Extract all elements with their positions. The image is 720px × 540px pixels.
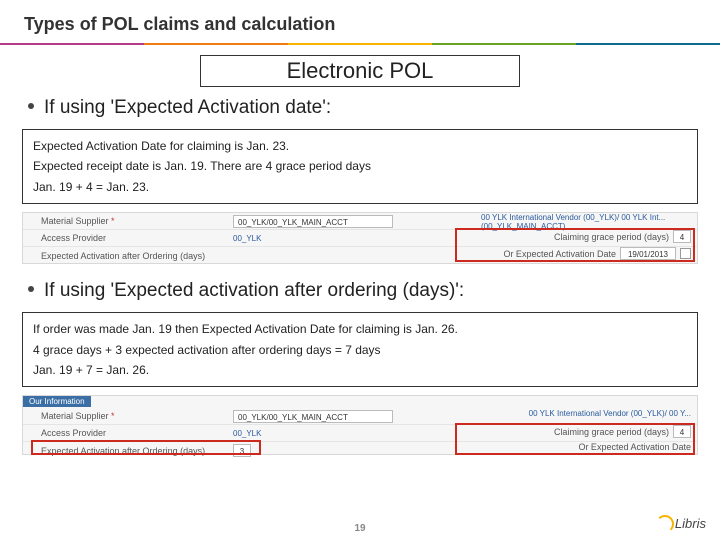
bullet-1: If using 'Expected Activation date':: [0, 93, 720, 125]
material-supplier-label-2: Material Supplier *: [23, 411, 233, 421]
expected-activation-label: Expected Activation after Ordering (days…: [23, 251, 233, 261]
info-box-2-line-2: 4 grace days + 3 expected activation aft…: [33, 340, 687, 360]
section-title-box: Electronic POL: [200, 55, 520, 87]
material-supplier-value: 00_YLK/00_YLK_MAIN_ACCT: [233, 215, 393, 228]
highlight-box-2a: [31, 440, 261, 455]
access-provider-value: 00_YLK: [233, 234, 261, 243]
bullet-2: If using 'Expected activation after orde…: [0, 270, 720, 308]
bullet-2-text: If using 'Expected activation after orde…: [44, 280, 464, 302]
logo-text: Libris: [675, 516, 706, 531]
color-divider: [0, 43, 720, 45]
slide-title: Types of POL claims and calculation: [0, 0, 720, 43]
bullet-dot-icon: [28, 103, 34, 109]
bullet-dot-icon: [28, 286, 34, 292]
access-provider-label-2: Access Provider: [23, 428, 233, 438]
form-screenshot-1: 00 YLK International Vendor (00_YLK)/ 00…: [22, 212, 698, 264]
logo: Libris: [655, 514, 706, 532]
info-box-1: Expected Activation Date for claiming is…: [22, 129, 698, 204]
highlight-box-1: [455, 228, 695, 262]
logo-swirl-icon: [655, 514, 673, 532]
page-number: 19: [354, 523, 365, 534]
highlight-box-2b: [455, 423, 695, 455]
info-box-2: If order was made Jan. 19 then Expected …: [22, 312, 698, 387]
section-title: Electronic POL: [287, 58, 434, 83]
form-screenshot-2: Our Information 00 YLK International Ven…: [22, 395, 698, 455]
material-supplier-label: Material Supplier *: [23, 216, 233, 226]
info-box-1-line-3: Jan. 19 + 4 = Jan. 23.: [33, 177, 687, 197]
info-box-1-line-1: Expected Activation Date for claiming is…: [33, 136, 687, 156]
info-box-2-line-3: Jan. 19 + 7 = Jan. 26.: [33, 360, 687, 380]
access-provider-value-2: 00_YLK: [233, 429, 261, 438]
tab-label: Our Information: [23, 396, 91, 407]
info-box-2-line-1: If order was made Jan. 19 then Expected …: [33, 319, 687, 339]
vendor-link-text-2: 00 YLK International Vendor (00_YLK)/ 00…: [529, 410, 691, 419]
info-box-1-line-2: Expected receipt date is Jan. 19. There …: [33, 156, 687, 176]
material-supplier-value-2: 00_YLK/00_YLK_MAIN_ACCT: [233, 410, 393, 423]
bullet-1-text: If using 'Expected Activation date':: [44, 97, 331, 119]
access-provider-label: Access Provider: [23, 233, 233, 243]
